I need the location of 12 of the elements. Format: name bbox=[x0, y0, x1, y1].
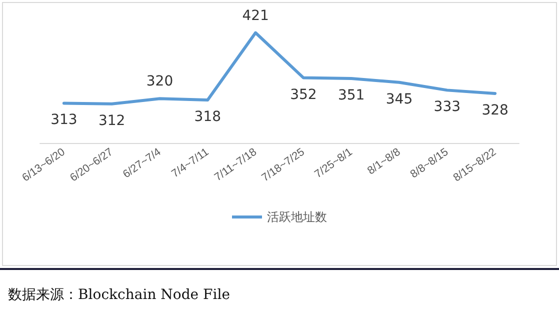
data-label: 328 bbox=[482, 102, 508, 118]
data-label: 333 bbox=[434, 99, 461, 116]
legend-label: 活跃地址数 bbox=[267, 210, 327, 224]
data-label: 351 bbox=[338, 87, 365, 104]
data-label: 318 bbox=[194, 108, 222, 125]
data-label: 352 bbox=[290, 86, 317, 103]
data-label: 320 bbox=[146, 74, 174, 90]
data-label: 345 bbox=[386, 91, 413, 108]
data-label: 313 bbox=[50, 112, 78, 128]
data-label: 421 bbox=[242, 8, 269, 24]
data-label: 312 bbox=[98, 112, 126, 129]
source-note: 数据来源：Blockchain Node File bbox=[0, 268, 559, 304]
